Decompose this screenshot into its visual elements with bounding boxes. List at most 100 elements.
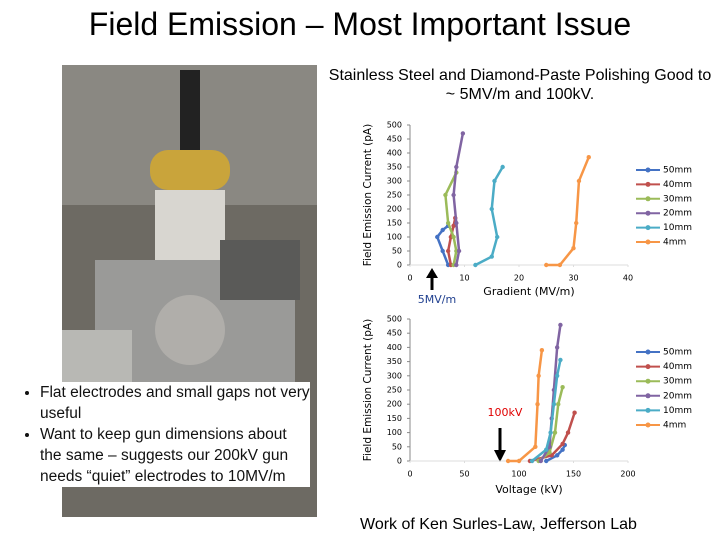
x-tick-label: 150 — [566, 470, 581, 479]
legend-label: 30mm — [663, 194, 692, 204]
legend-label: 50mm — [663, 166, 692, 176]
y-tick-label: 150 — [387, 414, 402, 423]
y-tick-label: 350 — [387, 163, 402, 172]
y-tick-label: 250 — [387, 191, 402, 200]
y-tick-label: 350 — [387, 357, 402, 366]
y-axis-label: Field Emission Current (pA) — [362, 319, 374, 461]
y-tick-label: 0 — [397, 261, 402, 270]
legend-label: 20mm — [663, 209, 692, 219]
data-point — [576, 178, 582, 184]
legend-marker — [645, 239, 651, 245]
chart-area — [325, 110, 715, 520]
photo — [62, 65, 317, 517]
data-point — [495, 234, 500, 240]
x-axis-label: Gradient (MV/m) — [483, 285, 574, 298]
x-tick-label: 100 — [511, 470, 526, 479]
legend-label: 10mm — [663, 223, 692, 233]
legend-marker — [645, 349, 651, 355]
y-tick-label: 300 — [387, 177, 402, 186]
legend-marker — [645, 393, 651, 399]
legend-label: 4mm — [663, 238, 686, 248]
y-tick-label: 500 — [387, 121, 402, 130]
y-tick-label: 100 — [387, 233, 402, 242]
bullet: Flat electrodes and small gaps not very … — [40, 382, 310, 424]
slide-title: Field Emission – Most Important Issue — [88, 6, 632, 42]
legend-label: 40mm — [663, 362, 692, 372]
series-line — [452, 133, 465, 266]
data-point — [556, 402, 561, 407]
x-tick-label: 0 — [407, 470, 412, 479]
data-point — [558, 357, 563, 363]
data-point — [440, 248, 445, 254]
y-tick-label: 450 — [387, 135, 402, 144]
data-point — [544, 447, 549, 452]
x-axis-label: Voltage (kV) — [495, 483, 562, 496]
y-tick-label: 450 — [387, 329, 402, 338]
data-point — [435, 234, 440, 240]
y-axis-label: Field Emission Current (pA) — [362, 124, 374, 266]
x-tick-label: 40 — [623, 274, 633, 283]
legend-marker — [645, 210, 651, 216]
data-point — [454, 262, 459, 268]
series-line — [474, 166, 504, 267]
data-point — [552, 430, 558, 435]
data-point — [571, 246, 576, 251]
data-point — [554, 373, 560, 378]
data-point — [454, 164, 459, 170]
y-tick-label: 150 — [387, 219, 402, 228]
legend-marker — [645, 422, 651, 428]
y-tick-label: 100 — [387, 428, 402, 437]
legend-marker — [645, 407, 651, 413]
legend-marker — [645, 364, 651, 370]
series-line — [531, 359, 562, 462]
data-point — [492, 178, 497, 184]
annotation: 100kV — [488, 406, 523, 419]
legend-label: 20mm — [663, 391, 692, 401]
data-point — [473, 262, 478, 268]
data-point — [445, 220, 451, 226]
y-tick-label: 200 — [387, 400, 402, 409]
data-point — [451, 223, 456, 228]
data-point — [574, 220, 579, 226]
y-tick-label: 50 — [392, 247, 402, 256]
chart-subtitle: Stainless Steel and Diamond-Paste Polish… — [328, 67, 712, 103]
data-point — [554, 453, 560, 458]
legend-marker — [645, 196, 651, 202]
legend-marker — [645, 378, 651, 384]
data-point — [558, 322, 563, 328]
data-point — [440, 227, 445, 233]
data-point — [538, 458, 543, 464]
legend-label: 40mm — [663, 180, 692, 190]
y-tick-label: 400 — [387, 149, 402, 158]
data-point — [560, 447, 565, 452]
annotation: 5MV/m — [418, 293, 456, 306]
data-point — [533, 444, 538, 449]
data-point — [557, 262, 563, 268]
bullet: Want to keep gun dimensions about the sa… — [40, 424, 310, 487]
y-tick-label: 400 — [387, 343, 402, 352]
y-tick-label: 50 — [392, 442, 402, 451]
x-tick-label: 20 — [514, 274, 524, 283]
legend-label: 30mm — [663, 377, 692, 387]
data-point — [565, 430, 571, 435]
y-tick-label: 200 — [387, 205, 402, 214]
data-point — [505, 458, 511, 464]
data-point — [547, 450, 552, 455]
legend-marker — [645, 225, 651, 231]
x-tick-label: 0 — [407, 274, 412, 283]
x-tick-label: 30 — [568, 274, 578, 283]
data-point — [454, 220, 459, 226]
data-point — [451, 192, 456, 198]
legend-marker — [645, 167, 651, 173]
data-point — [443, 192, 448, 198]
y-tick-label: 500 — [387, 315, 402, 324]
bullet-list: Flat electrodes and small gaps not very … — [26, 382, 310, 487]
x-tick-label: 10 — [459, 274, 469, 283]
data-point — [445, 248, 451, 254]
data-point — [560, 441, 565, 447]
annotation-arrow — [426, 268, 506, 462]
data-point — [539, 348, 545, 353]
data-point — [560, 384, 565, 390]
